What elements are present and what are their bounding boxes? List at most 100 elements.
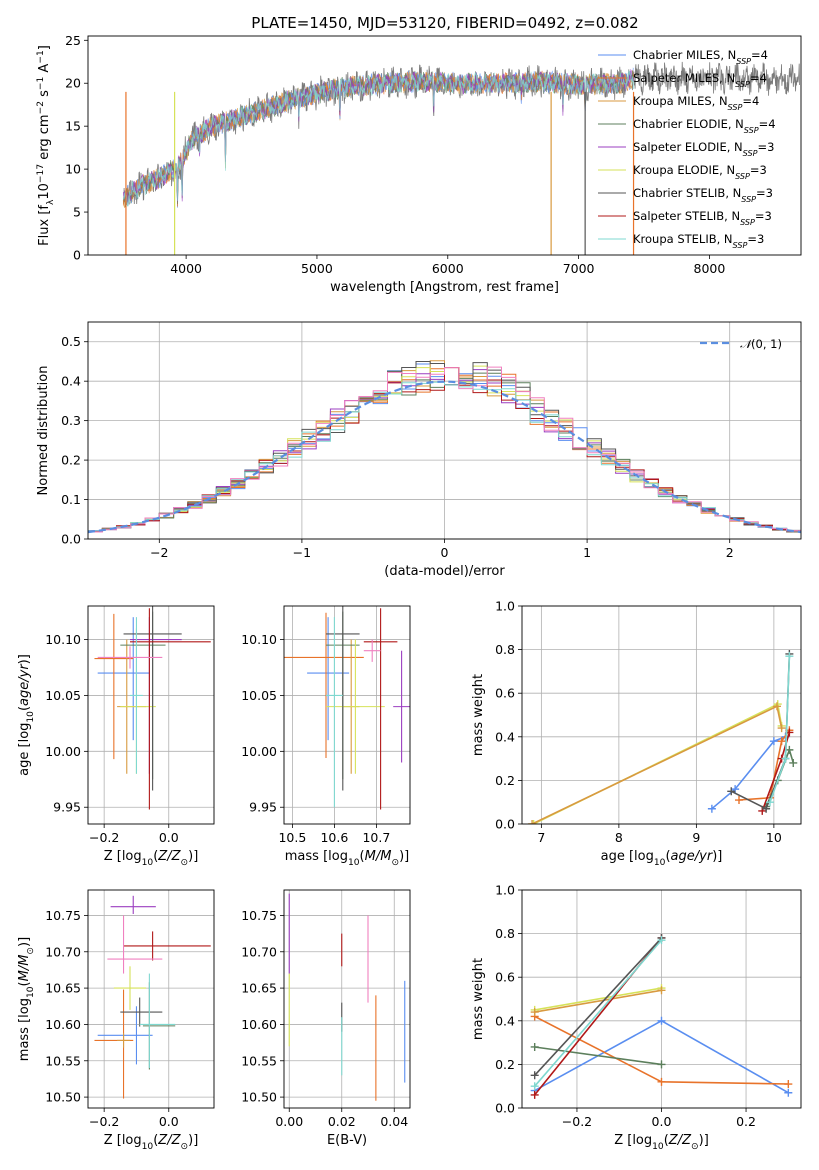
panel-age_weight: 7 8 9 10 0.0 0.2 0.4 0.6 0.8 1.0 age [log10(age/yr… bbox=[471, 599, 802, 868]
y-tick-label: 10.60 bbox=[241, 1017, 277, 1032]
x-tick-label: 0.0 bbox=[652, 1114, 672, 1129]
x-tick-label: 0.02 bbox=[328, 1114, 356, 1129]
y-tick-label: 10.00 bbox=[241, 744, 277, 759]
grid bbox=[88, 322, 801, 540]
plot-area bbox=[94, 606, 211, 810]
y-tick-label: 10.75 bbox=[241, 908, 277, 923]
plot-area bbox=[122, 61, 800, 255]
mass-weight-marker bbox=[777, 724, 786, 733]
y-tick-label: 15 bbox=[65, 119, 81, 134]
y-tick-label: 0.3 bbox=[61, 413, 81, 428]
y-tick-label: 10.50 bbox=[45, 1090, 81, 1105]
panel-residuals: −2 −1 0 1 2 0.0 0.1 0.2 0.3 0.4 0.5 (data-model)/er… bbox=[36, 321, 802, 579]
x-tick-label: 10.7 bbox=[362, 830, 390, 845]
legend-entry: Chabrier MILES, NSSP=4 bbox=[633, 48, 768, 66]
panel-mass_age: 10.5 10.6 10.7 9.95 10.00 10.05 10.10 mass [log… bbox=[241, 605, 411, 868]
y-tick-label: 10.55 bbox=[45, 1053, 81, 1068]
ticks: 10.5 10.6 10.7 9.95 10.00 10.05 10.10 bbox=[241, 632, 390, 845]
x-tick-label: 10 bbox=[766, 830, 782, 845]
y-tick-label: 10.10 bbox=[45, 632, 81, 647]
figure-title: PLATE=1450, MJD=53120, FIBERID=0492, z=0… bbox=[251, 14, 638, 32]
y-tick-label: 9.95 bbox=[249, 800, 277, 815]
plots-layer: 4000 5000 6000 7000 80000510152025wavelength… bbox=[17, 33, 802, 1152]
y-tick-label: 0.6 bbox=[495, 970, 515, 985]
mass-weight-marker bbox=[657, 1016, 666, 1025]
y-axis-label: mass [log10(M/M⊙)] bbox=[17, 937, 36, 1061]
y-tick-label: 0.4 bbox=[61, 374, 81, 389]
y-tick-label: 0.4 bbox=[495, 1013, 515, 1028]
panel-ebv_mass: 0.00 0.02 0.04 10.50 10.55 10.60 10.65 10.70 10.… bbox=[241, 889, 411, 1148]
mass-weight-marker bbox=[707, 804, 716, 813]
mass-weight-marker bbox=[657, 1060, 666, 1069]
plot-area bbox=[530, 933, 793, 1099]
y-tick-label: 10.70 bbox=[45, 944, 81, 959]
grid bbox=[284, 890, 410, 1108]
mass-weight-marker bbox=[657, 986, 666, 995]
ticks: 4000 5000 6000 7000 8000 0 5 10 15 20 25 bbox=[65, 33, 725, 276]
model-spectrum-line bbox=[122, 70, 634, 207]
legend-entry: Kroupa MILES, NSSP=4 bbox=[633, 94, 759, 112]
mass-weight-marker bbox=[762, 804, 771, 813]
legend-entry: Chabrier ELODIE, NSSP=4 bbox=[633, 117, 776, 135]
x-axis-label: wavelength [Angstrom, rest frame] bbox=[330, 280, 559, 295]
mass-weight-marker bbox=[727, 787, 736, 796]
plot-area bbox=[284, 606, 410, 810]
axes-frame bbox=[283, 605, 411, 825]
x-tick-label: 10.5 bbox=[278, 830, 306, 845]
panel-z_mass: −0.2 0.0 10.50 10.55 10.60 10.65 10.70 10.75 Z [… bbox=[17, 889, 215, 1152]
mass-weight-marker bbox=[781, 754, 790, 763]
ticks: −0.2 0.0 0.2 0.0 0.2 0.4 0.6 0.8 1.0 bbox=[495, 883, 756, 1130]
x-tick-label: 2 bbox=[726, 545, 734, 560]
y-tick-label: 0.8 bbox=[495, 926, 515, 941]
mass-weight-line bbox=[534, 987, 662, 1011]
plot-area bbox=[528, 649, 798, 824]
y-tick-label: 0.0 bbox=[61, 532, 81, 547]
x-axis-label: E(B-V) bbox=[327, 1133, 367, 1148]
mass-weight-marker bbox=[789, 758, 798, 767]
grid bbox=[88, 890, 214, 1108]
y-tick-label: 0.8 bbox=[495, 642, 515, 657]
x-tick-label: 10.6 bbox=[320, 830, 348, 845]
y-tick-label: 0.0 bbox=[495, 817, 515, 832]
y-tick-label: 10.60 bbox=[45, 1017, 81, 1032]
y-tick-label: 10.70 bbox=[241, 944, 277, 959]
ticks: 0.00 0.02 0.04 10.50 10.55 10.60 10.65 10.70 10.… bbox=[241, 908, 408, 1129]
x-tick-label: −0.2 bbox=[89, 1114, 119, 1129]
y-tick-label: 10.65 bbox=[45, 981, 81, 996]
mass-weight-marker bbox=[785, 652, 794, 661]
mass-weight-marker bbox=[772, 702, 781, 711]
x-axis-label: age [log10(age/yr)] bbox=[601, 849, 723, 868]
x-tick-label: 6000 bbox=[432, 261, 464, 276]
legend: 𝒩(0, 1) bbox=[700, 337, 782, 351]
x-tick-label: −2 bbox=[150, 545, 168, 560]
x-axis-label: Z [log10(Z/Z⊙)] bbox=[614, 1133, 709, 1152]
ticks: −2 −1 0 1 2 0.0 0.1 0.2 0.3 0.4 0.5 bbox=[61, 334, 734, 560]
legend-entry: 𝒩(0, 1) bbox=[740, 337, 782, 351]
y-tick-label: 0.6 bbox=[495, 686, 515, 701]
y-tick-label: 0.4 bbox=[495, 729, 515, 744]
mass-weight-marker bbox=[530, 1042, 539, 1051]
y-tick-label: 10.55 bbox=[241, 1053, 277, 1068]
mass-weight-line bbox=[738, 729, 791, 801]
plot-area bbox=[88, 360, 801, 534]
mass-weight-marker bbox=[657, 1077, 666, 1086]
panel-spectrum: 4000 5000 6000 7000 8000 0 5 10 15 20 25 wavelength… bbox=[36, 33, 802, 295]
x-tick-label: 0 bbox=[441, 545, 449, 560]
mass-weight-marker bbox=[784, 1088, 793, 1097]
mass-weight-marker bbox=[735, 796, 743, 805]
y-axis-label: mass weight bbox=[471, 958, 486, 1040]
y-tick-label: 20 bbox=[65, 76, 81, 91]
x-tick-label: 0.2 bbox=[736, 1114, 756, 1129]
axes-frame bbox=[87, 35, 802, 256]
y-tick-label: 10.10 bbox=[241, 632, 277, 647]
y-tick-label: 0.2 bbox=[61, 453, 81, 468]
y-tick-label: 0.0 bbox=[495, 1101, 515, 1116]
x-tick-label: 0.0 bbox=[159, 830, 179, 845]
x-tick-label: 0.00 bbox=[275, 1114, 303, 1129]
y-tick-label: 10.50 bbox=[241, 1090, 277, 1105]
x-tick-label: −0.2 bbox=[562, 1114, 592, 1129]
mass-weight-marker bbox=[777, 737, 786, 746]
panel-z_age: −0.2 0.0 9.95 10.00 10.05 10.10 Z [log10(Z/Z⊙)… bbox=[17, 605, 215, 868]
mass-weight-line bbox=[534, 939, 663, 1087]
mass-weight-marker bbox=[657, 936, 666, 945]
